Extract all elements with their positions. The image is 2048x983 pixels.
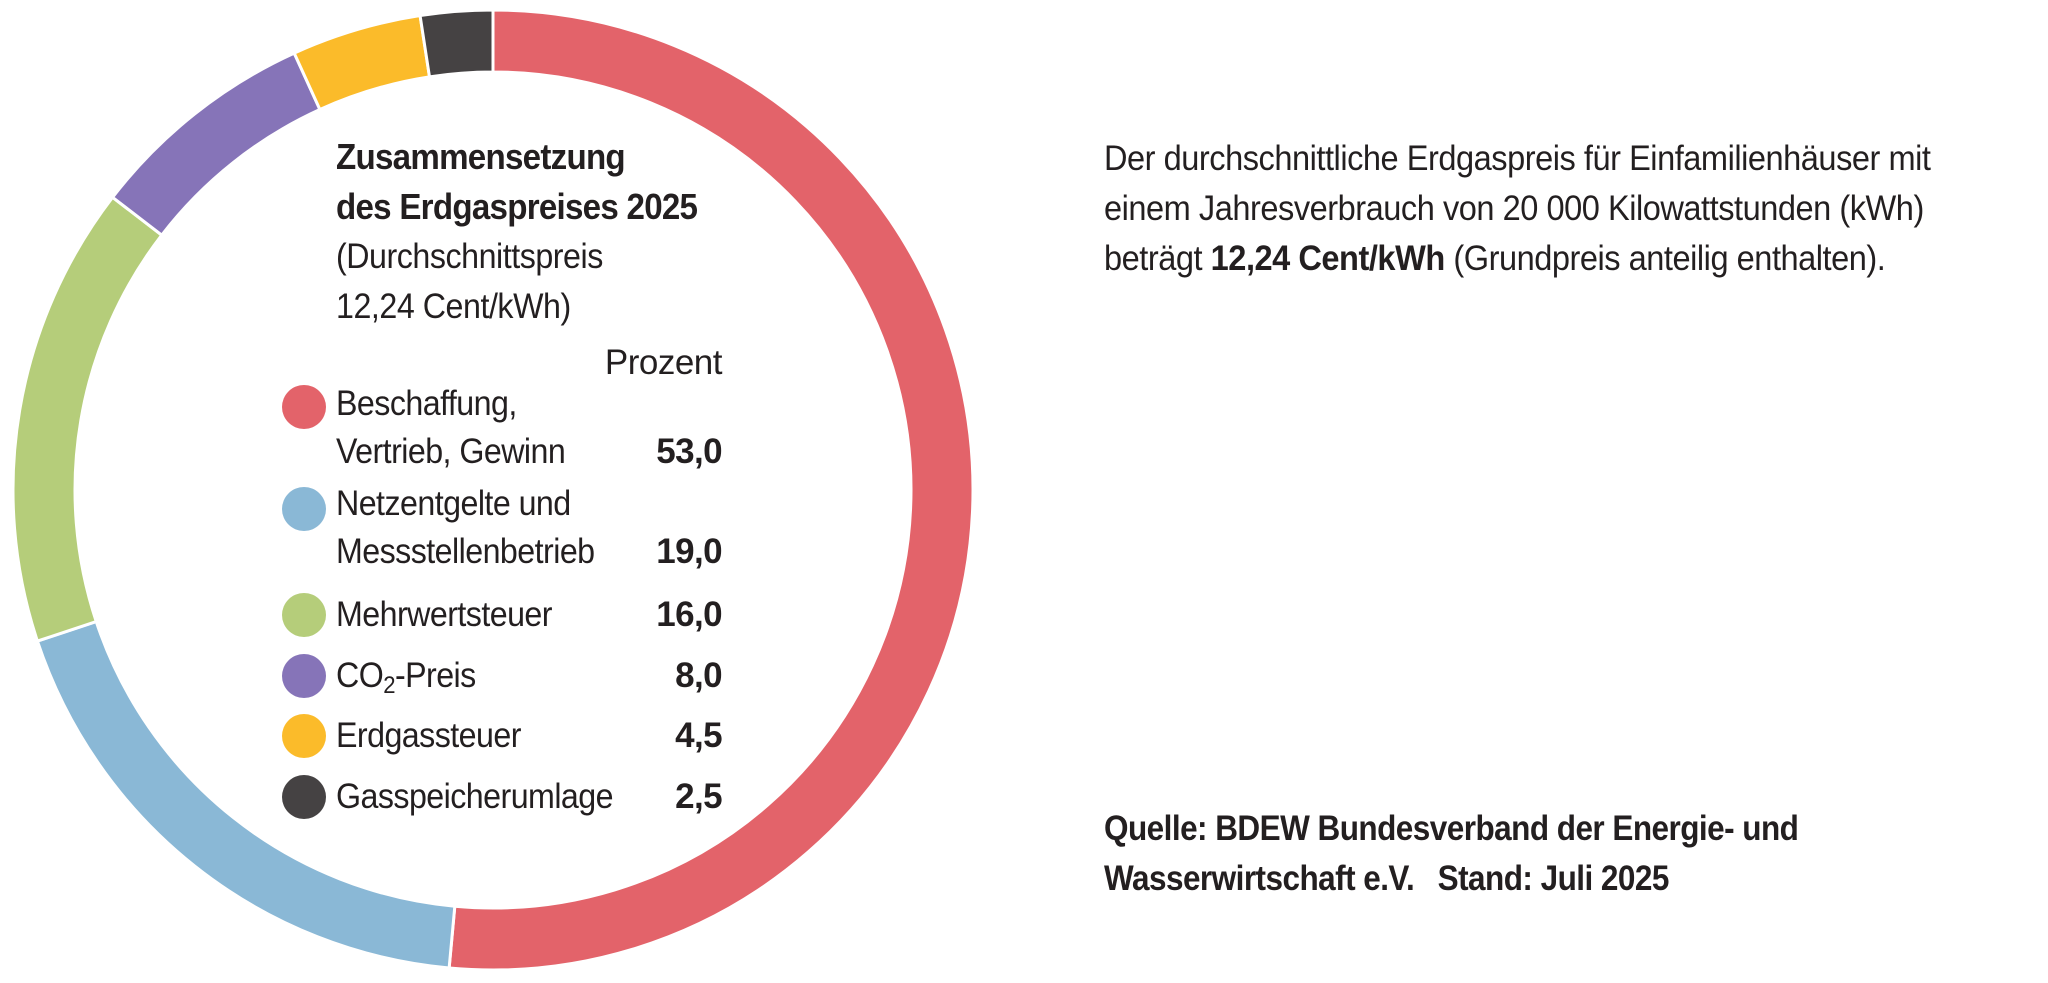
chart-title-line1: Zusammensetzung [336, 136, 626, 177]
legend-item-erdgassteuer: Erdgassteuer 4,5 [282, 712, 723, 760]
legend-value: 4,5 [675, 716, 722, 755]
legend-value: 19,0 [656, 532, 722, 571]
legend-value: 2,5 [675, 777, 722, 816]
chart-subtitle-line2: 12,24 Cent/kWh) [336, 287, 571, 326]
legend-label: Erdgassteuer [336, 712, 640, 760]
source-date: Stand: Juli 2025 [1437, 859, 1670, 898]
chart-subtitle-line1: (Durchschnittspreis [336, 237, 603, 276]
legend-item-mehrwertsteuer: Mehrwertsteuer 16,0 [282, 591, 723, 639]
chart-title: Zusammensetzung des Erdgaspreises 2025 [336, 132, 704, 232]
legend-swatch [282, 487, 326, 531]
legend-label: Mehrwertsteuer [336, 591, 640, 639]
description-line3-prefix: beträgt [1104, 239, 1211, 278]
legend-swatch [282, 385, 326, 429]
legend-swatch [282, 593, 326, 637]
description-line2: einem Jahresverbrauch von 20 000 Kilowat… [1104, 189, 1924, 228]
chart-subtitle: (Durchschnittspreis 12,24 Cent/kWh) [336, 232, 704, 332]
value-column-header: Prozent [604, 343, 723, 382]
donut-slice-6 [418, 8, 495, 79]
legend-label: Netzentgelte und Messstellenbetrieb [336, 480, 640, 576]
legend-value: 53,0 [656, 432, 722, 471]
legend-item-gasspeicherumlage: Gasspeicherumlage 2,5 [282, 773, 723, 821]
legend-label-line2: Messstellenbetrieb [336, 532, 595, 571]
description-line3-suffix: (Grundpreis anteilig enthalten). [1444, 239, 1886, 278]
legend-label: Beschaffung, Vertrieb, Gewinn [336, 380, 640, 476]
donut-chart [11, 8, 975, 972]
legend-item-co2-preis: CO2-Preis 8,0 [282, 652, 723, 700]
description-line1: Der durchschnittliche Erdgaspreis für Ei… [1104, 139, 1931, 178]
legend-label-line1: Netzentgelte und [336, 484, 571, 523]
legend-label-subscript: 2 [383, 672, 395, 699]
description-text: Der durchschnittliche Erdgaspreis für Ei… [1104, 134, 1978, 284]
legend-label-line1: Mehrwertsteuer [336, 595, 553, 634]
average-price-value: 12,24 Cent/kWh [1210, 239, 1446, 278]
donut-slice-5 [292, 13, 432, 112]
legend-label-line2: Vertrieb, Gewinn [336, 432, 566, 471]
source-note: Quelle: BDEW Bundesverband der Energie- … [1104, 804, 1914, 904]
legend-value: 8,0 [675, 656, 722, 695]
legend-swatch [282, 714, 326, 758]
legend-item-netzentgelte: Netzentgelte und Messstellenbetrieb 19,0 [282, 480, 723, 576]
description-line3: beträgt 12,24 Cent/kWh (Grundpreis antei… [1104, 234, 1978, 284]
source-publisher: Wasserwirtschaft e.V. [1104, 859, 1415, 898]
donut-slice-1 [447, 8, 975, 972]
legend-label-line1: Gasspeicherumlage [336, 777, 614, 816]
legend-label-co: CO [336, 656, 384, 695]
source-line2: Wasserwirtschaft e.V. Stand: Juli 2025 [1104, 854, 1914, 904]
donut-slice-4 [110, 51, 322, 238]
legend-label-line1: Beschaffung, [336, 384, 517, 423]
legend-swatch [282, 775, 326, 819]
legend-label-line1: Erdgassteuer [336, 716, 521, 755]
chart-title-line2: des Erdgaspreises 2025 [336, 186, 698, 227]
legend-swatch [282, 654, 326, 698]
legend-label-suffix: -Preis [394, 656, 476, 695]
legend-value: 16,0 [656, 595, 722, 634]
source-line1: Quelle: BDEW Bundesverband der Energie- … [1104, 809, 1799, 848]
legend-label: CO2-Preis [336, 652, 640, 700]
donut-slice-3 [11, 195, 164, 644]
legend-item-beschaffung: Beschaffung, Vertrieb, Gewinn 53,0 [282, 380, 723, 476]
legend-label: Gasspeicherumlage [336, 773, 640, 821]
